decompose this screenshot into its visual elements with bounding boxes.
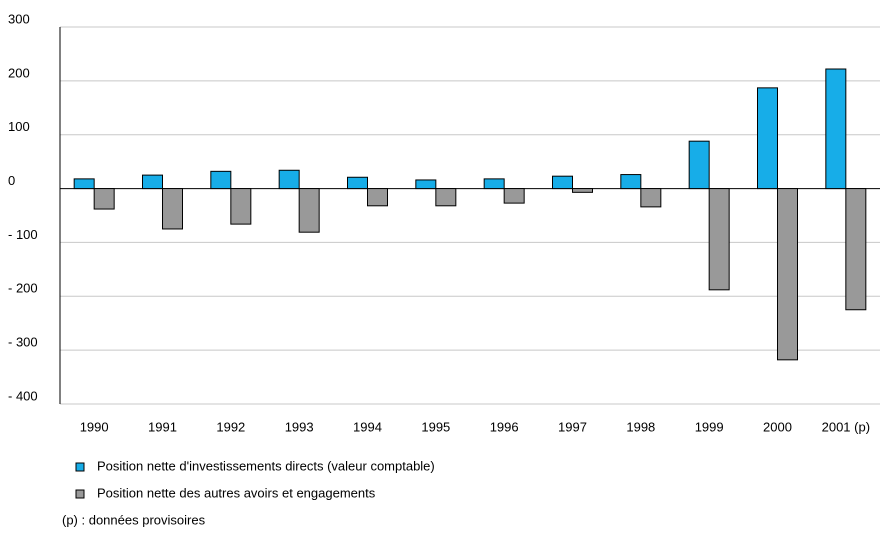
bar bbox=[93, 188, 115, 210]
bar bbox=[210, 170, 232, 190]
y-tick-label: - 100 bbox=[8, 227, 38, 242]
x-tick-label: 1994 bbox=[353, 419, 382, 434]
bar bbox=[825, 68, 847, 190]
bar bbox=[347, 176, 368, 190]
bar bbox=[162, 188, 183, 230]
bar bbox=[415, 179, 437, 190]
bar bbox=[640, 188, 662, 208]
bar bbox=[620, 174, 642, 190]
legend-swatch bbox=[75, 462, 85, 472]
bar bbox=[435, 188, 457, 207]
x-tick-label: 1996 bbox=[490, 419, 519, 434]
bar bbox=[367, 188, 388, 207]
x-tick-label: 2001 (p) bbox=[822, 419, 870, 434]
x-tick-label: 2000 bbox=[763, 419, 792, 434]
legend-label: Position nette d'investissements directs… bbox=[97, 458, 435, 473]
x-tick-label: 1998 bbox=[626, 419, 655, 434]
bar bbox=[142, 174, 163, 190]
x-tick-label: 1999 bbox=[695, 419, 724, 434]
bar bbox=[757, 87, 778, 190]
bar bbox=[777, 188, 798, 361]
y-tick-label: 200 bbox=[8, 65, 30, 80]
x-tick-label: 1993 bbox=[285, 419, 314, 434]
bar bbox=[73, 178, 95, 190]
legend-label: Position nette des autres avoirs et enga… bbox=[97, 485, 376, 500]
bar bbox=[688, 140, 710, 190]
x-tick-label: 1992 bbox=[216, 419, 245, 434]
bar bbox=[708, 188, 730, 291]
bar bbox=[483, 178, 505, 190]
y-tick-label: - 400 bbox=[8, 388, 38, 403]
x-tick-label: 1997 bbox=[558, 419, 587, 434]
bar bbox=[278, 169, 300, 190]
x-tick-label: 1995 bbox=[421, 419, 450, 434]
bar bbox=[230, 188, 252, 225]
y-tick-label: 300 bbox=[8, 11, 30, 26]
bar bbox=[572, 188, 593, 193]
y-tick-label: - 200 bbox=[8, 281, 38, 296]
legend-swatch bbox=[75, 489, 85, 499]
note: (p) : données provisoires bbox=[62, 512, 206, 527]
bar bbox=[298, 188, 320, 233]
bar bbox=[552, 175, 573, 190]
bar bbox=[503, 188, 525, 204]
y-tick-label: 0 bbox=[8, 173, 15, 188]
y-tick-label: - 300 bbox=[8, 335, 38, 350]
bar bbox=[845, 188, 867, 311]
x-tick-label: 1991 bbox=[148, 419, 177, 434]
x-tick-label: 1990 bbox=[80, 419, 109, 434]
y-tick-label: 100 bbox=[8, 119, 30, 134]
